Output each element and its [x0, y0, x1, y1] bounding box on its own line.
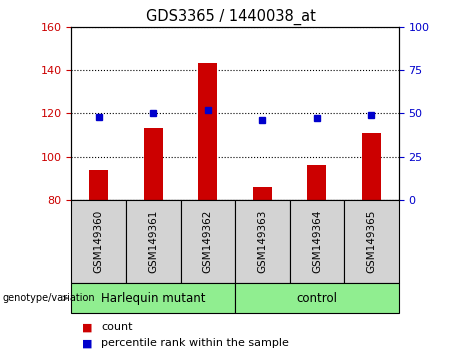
Text: Harlequin mutant: Harlequin mutant — [101, 292, 206, 305]
Bar — [362, 133, 381, 200]
Text: percentile rank within the sample: percentile rank within the sample — [101, 338, 290, 348]
Text: genotype/variation: genotype/variation — [2, 293, 95, 303]
Text: count: count — [101, 322, 133, 332]
Text: control: control — [296, 292, 337, 305]
Bar — [89, 170, 108, 200]
Text: ■: ■ — [83, 322, 93, 332]
Text: GSM149364: GSM149364 — [312, 210, 322, 273]
Bar — [198, 63, 218, 200]
Text: GSM149360: GSM149360 — [94, 210, 104, 273]
Text: GSM149365: GSM149365 — [366, 210, 377, 273]
Text: GSM149363: GSM149363 — [257, 210, 267, 273]
Bar — [307, 165, 326, 200]
Text: GSM149361: GSM149361 — [148, 210, 158, 273]
Text: GSM149362: GSM149362 — [203, 210, 213, 273]
Bar — [253, 187, 272, 200]
Bar — [144, 129, 163, 200]
Text: GDS3365 / 1440038_at: GDS3365 / 1440038_at — [146, 9, 315, 25]
Text: ■: ■ — [83, 338, 93, 348]
